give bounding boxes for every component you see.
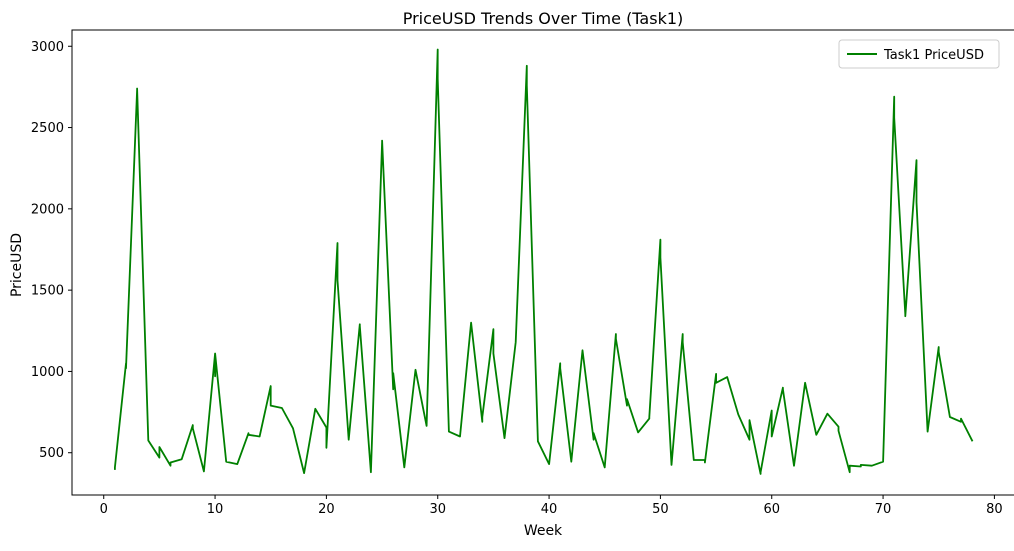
y-tick-label: 3000 (31, 40, 64, 55)
x-tick-label: 10 (207, 502, 224, 517)
y-tick-label: 2000 (31, 202, 64, 217)
x-axis-ticks: 0 10 20 30 40 50 60 70 80 (100, 495, 1003, 517)
x-tick-label: 20 (318, 502, 335, 517)
x-tick-label: 40 (541, 502, 558, 517)
y-axis-title: PriceUSD (9, 233, 25, 297)
x-tick-label: 0 (100, 502, 108, 517)
legend-box (838, 39, 1000, 69)
y-tick-label: 1500 (31, 284, 64, 299)
y-axis-ticks: 500 1000 1500 2000 2500 3000 (31, 40, 72, 461)
legend-label: Task1 PriceUSD (883, 48, 984, 63)
x-tick-label: 70 (875, 502, 892, 517)
plot-area (114, 48, 974, 475)
y-tick-label: 2500 (31, 121, 64, 136)
chart-title: PriceUSD Trends Over Time (Task1) (403, 9, 684, 28)
series-line-0 (114, 48, 974, 475)
legend: Task1 PriceUSD (838, 39, 1000, 69)
x-tick-label: 50 (652, 502, 669, 517)
x-axis-title: Week (524, 523, 563, 539)
x-tick-label: 30 (429, 502, 446, 517)
x-tick-label: 80 (986, 502, 1003, 517)
y-tick-label: 500 (39, 446, 64, 461)
plot-frame (71, 29, 1014, 496)
x-tick-label: 60 (763, 502, 780, 517)
y-tick-label: 1000 (31, 365, 64, 380)
